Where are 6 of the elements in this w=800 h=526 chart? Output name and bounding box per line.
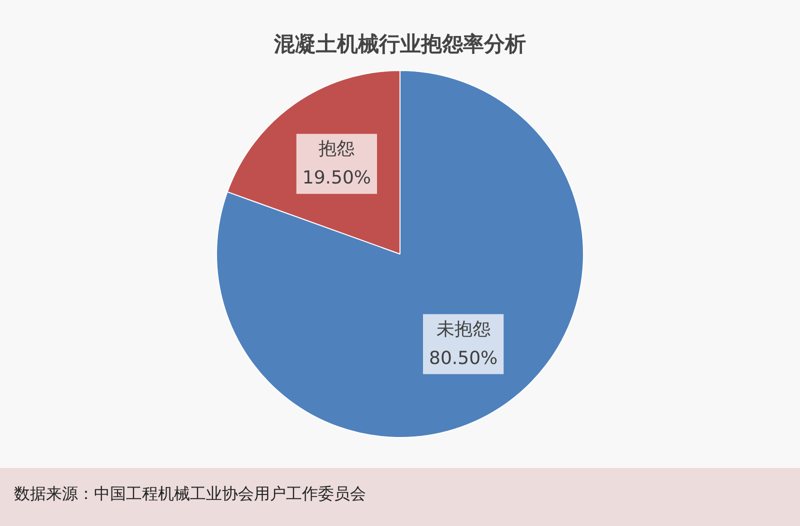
data-label: 19.50% — [302, 168, 372, 189]
slice-label: 未抱怨 — [436, 318, 490, 340]
chart-title: 混凝土机械行业抱怨率分析 — [272, 31, 527, 58]
source-note: 数据来源：中国工程机械工业协会用户工作委员会 — [14, 484, 366, 505]
data-label: 80.50% — [428, 348, 498, 369]
slice-label: 抱怨 — [318, 138, 355, 160]
